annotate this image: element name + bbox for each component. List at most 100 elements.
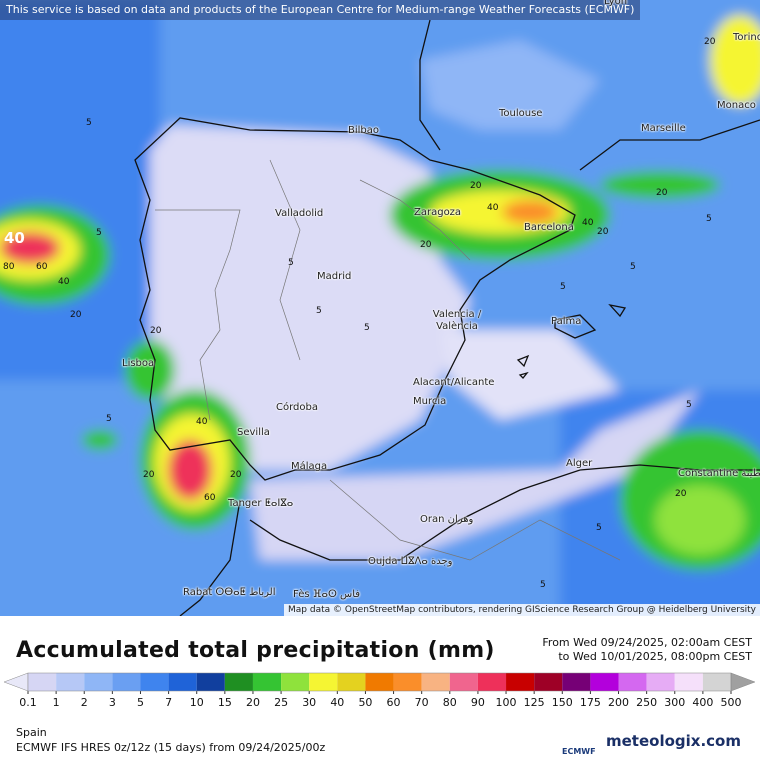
map-attribution: Map data © OpenStreetMap contributors, r…	[284, 604, 760, 616]
city-label: Lisboa	[122, 358, 155, 369]
colorbar-label: 100	[496, 696, 517, 709]
colorbar-label: 15	[218, 696, 232, 709]
colorbar-box	[365, 673, 394, 691]
colorbar-under	[3, 672, 29, 692]
colorbar-box	[224, 673, 253, 691]
model-run: ECMWF IFS HRES 0z/12z (15 days) from 09/…	[16, 741, 326, 754]
city-label: Lyon	[604, 0, 628, 7]
city-label: Alger	[566, 458, 593, 469]
colorbar-label: 300	[664, 696, 685, 709]
colorbar-box	[562, 673, 591, 691]
contour-label: 60	[36, 262, 48, 272]
colorbar-label: 60	[387, 696, 401, 709]
contour-label: 5	[288, 258, 294, 268]
legend-panel: Accumulated total precipitation (mm) Fro…	[0, 616, 760, 760]
coastlines	[134, 19, 760, 616]
period-end: to Wed 10/01/2025, 08:00pm CEST	[558, 650, 752, 663]
colorbar-frame	[27, 672, 732, 692]
colorbar-label: 70	[415, 696, 429, 709]
colorbar-box	[28, 673, 57, 691]
contour-label: 5	[86, 118, 92, 128]
city-label: Oran وهران	[420, 514, 474, 525]
contour-label: 40	[58, 277, 70, 287]
region: Spain	[16, 726, 47, 739]
colorbar-box	[281, 673, 310, 691]
colorbar-label: 90	[471, 696, 485, 709]
colorbar-label: 50	[358, 696, 372, 709]
city-label: Córdoba	[276, 402, 318, 413]
colorbar-box	[702, 673, 731, 691]
colorbar-box	[84, 673, 113, 691]
contour-label: 40	[582, 218, 594, 228]
colorbar-label: 125	[524, 696, 545, 709]
legend-title: Accumulated total precipitation (mm)	[16, 638, 495, 663]
colorbar-box	[506, 673, 535, 691]
contour-label: 5	[364, 323, 370, 333]
colorbar-label: 500	[721, 696, 742, 709]
city-label: Zaragoza	[414, 207, 462, 218]
colorbar-label: 5	[137, 696, 144, 709]
colorbar-box	[393, 673, 422, 691]
colorbar-box	[534, 673, 563, 691]
contour-label: 20	[150, 326, 162, 336]
contour-label: 20	[230, 470, 242, 480]
city-label: Constantine قسنطينة	[678, 468, 760, 479]
colorbar-label: 40	[330, 696, 344, 709]
colorbar-box	[252, 673, 282, 691]
colorbar-box	[337, 673, 366, 691]
city-label: Tanger ⵟⴰⵏⴵⴰ	[228, 498, 294, 509]
city-label: Valencia / València	[432, 309, 482, 332]
contour-label: 80	[3, 262, 15, 272]
contour-label: 20	[597, 227, 609, 237]
contour-label: 40	[487, 203, 499, 213]
colorbar-box	[168, 673, 197, 691]
colorbar-label: 3	[109, 696, 116, 709]
city-label: Murcia	[413, 396, 447, 407]
contour-label: 5	[596, 523, 602, 533]
contour-label: 5	[686, 400, 692, 410]
service-notice: This service is based on data and produc…	[0, 0, 641, 20]
city-label: Toulouse	[499, 108, 543, 119]
precip-field	[0, 0, 760, 616]
colorbar-label: 30	[302, 696, 316, 709]
ecmwf-logo: ECMWF	[562, 747, 596, 756]
contour-label: 5	[630, 262, 636, 272]
contour-label: 5	[316, 306, 322, 316]
colorbar-box	[309, 673, 338, 691]
colorbar-label: 400	[692, 696, 713, 709]
contour-label: 40	[196, 417, 208, 427]
contour-label: 5	[106, 414, 112, 424]
colorbar-box	[646, 673, 675, 691]
period-start: From Wed 09/24/2025, 02:00am CEST	[542, 636, 752, 649]
city-label: Torino	[733, 32, 760, 43]
colorbar-label: 200	[608, 696, 629, 709]
colorbar-label: 175	[580, 696, 601, 709]
brand: meteologix.com	[606, 732, 741, 750]
borders	[155, 159, 621, 561]
colorbar-label: 7	[165, 696, 172, 709]
contour-label: 20	[656, 188, 668, 198]
colorbar-label: 0.1	[19, 696, 37, 709]
city-label: Alacant/Alicante	[413, 377, 495, 388]
contour-label: 20	[420, 240, 432, 250]
contour-label: 20	[675, 489, 687, 499]
colorbar: 0.1 1 2 3 5 7 10 15 20 25 30 40 50 60 70 80 90 100 125 150 1…	[3, 672, 756, 709]
city-label: Oujda ⵡⴵⴷⴰ وجدة	[368, 556, 453, 567]
colorbar-box	[618, 673, 647, 691]
colorbar-label: 1	[53, 696, 60, 709]
colorbar-box	[674, 673, 703, 691]
colorbar-label: 150	[552, 696, 573, 709]
contour-label: 20	[704, 37, 716, 47]
city-label: Málaga	[291, 461, 328, 472]
contour-label: 20	[70, 310, 82, 320]
contour-label: 20	[143, 470, 155, 480]
colorbar-box	[477, 673, 507, 691]
city-label: Bilbao	[348, 125, 380, 136]
colorbar-label: 10	[190, 696, 204, 709]
colorbar-over	[730, 672, 756, 692]
contour-label: 20	[470, 181, 482, 191]
contour-label: 5	[540, 580, 546, 590]
city-label: Fès ⴼⴰⵙ فاس	[293, 589, 361, 600]
colorbar-box	[112, 673, 141, 691]
